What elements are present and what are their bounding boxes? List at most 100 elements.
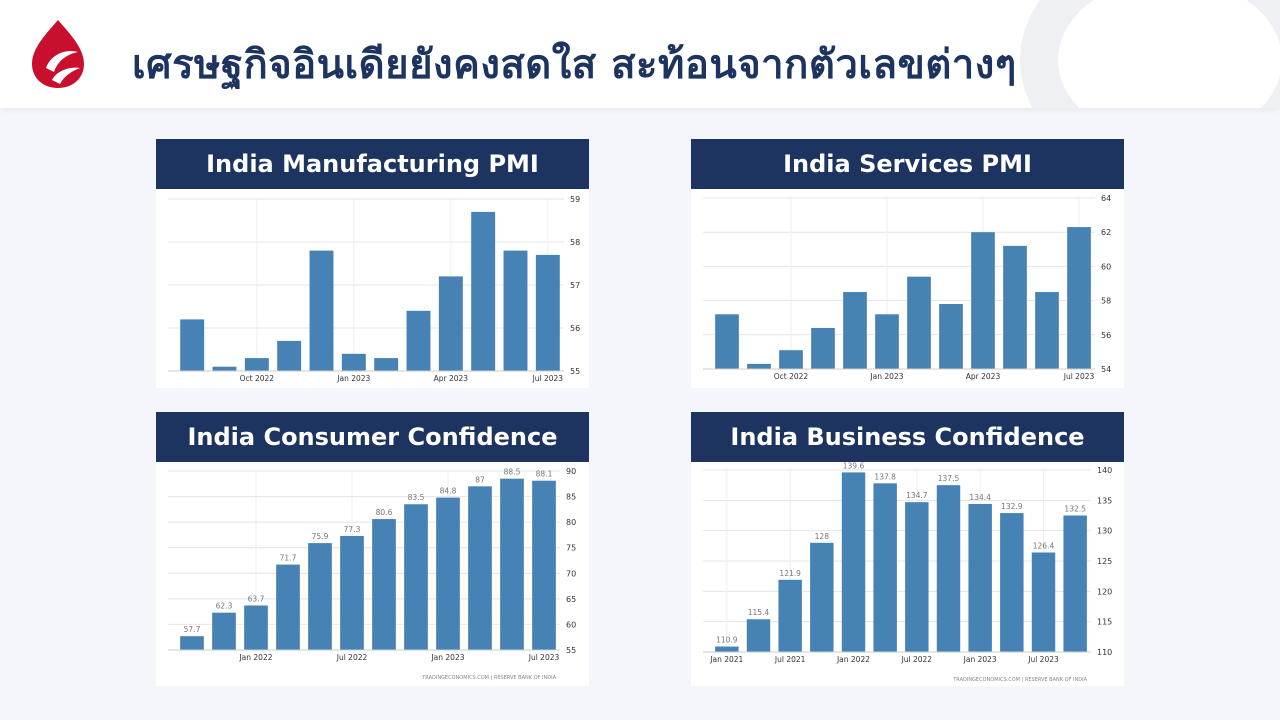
bar [1035, 292, 1059, 369]
x-tick-label: Oct 2022 [240, 374, 275, 383]
source-note: TRADINGECONOMICS.COM | RESERVE BANK OF I… [952, 677, 1087, 683]
services-pmi-chart: 54 56 58 60 62 64 Oct 2022 Jan 2023 Apr 2023 Jul … [703, 194, 1111, 381]
y-tick-label: 60 [1101, 262, 1111, 271]
bar [843, 292, 867, 369]
data-label: 84.8 [440, 487, 457, 496]
y-tick-label: 110 [1097, 648, 1112, 657]
bar [500, 478, 524, 650]
y-tick-label: 57 [570, 281, 580, 290]
x-tick-label: Jan 2021 [709, 655, 743, 664]
data-label: 87 [475, 475, 485, 484]
y-tick-label: 60 [566, 620, 576, 629]
x-tick-label: Jul 2022 [336, 653, 368, 662]
data-label: 128 [815, 532, 830, 541]
data-label: 71.7 [280, 554, 297, 563]
y-tick-label: 140 [1097, 466, 1112, 475]
bar [810, 542, 834, 652]
chart-title: India Services PMI [691, 139, 1124, 189]
panel-consumer-confidence: India Consumer Confidence 55 60 65 70 75 80 85… [156, 412, 589, 686]
data-label: 57.7 [184, 625, 201, 634]
bar [746, 619, 771, 652]
data-label: 88.5 [504, 468, 521, 477]
bar [841, 472, 866, 652]
data-label: 134.7 [906, 491, 928, 500]
bar [715, 646, 739, 652]
x-tick-label: Jan 2022 [238, 653, 272, 662]
x-tick-label: Apr 2023 [966, 372, 1001, 381]
bar [277, 340, 302, 371]
bar [404, 504, 428, 650]
bar [811, 327, 835, 369]
bar [778, 579, 802, 652]
y-tick-label: 55 [570, 367, 580, 376]
y-tick-label: 115 [1097, 618, 1112, 627]
bar [212, 612, 236, 650]
panel-business-confidence: India Business Confidence 110 115 120 125 13… [691, 412, 1124, 686]
data-label: 139.6 [843, 462, 865, 470]
chart-title: India Business Confidence [691, 412, 1124, 462]
data-label: 137.5 [938, 474, 960, 483]
data-label: 121.9 [779, 569, 801, 578]
y-tick-label: 58 [1101, 297, 1111, 306]
x-tick-label: Jul 2023 [1027, 655, 1059, 664]
panel-manufacturing-pmi: India Manufacturing PMI 55 56 57 58 59 Oct 20… [156, 139, 589, 388]
bar [276, 564, 300, 650]
x-tick-label: Jan 2023 [430, 653, 464, 662]
x-tick-label: Jul 2023 [528, 653, 560, 662]
y-tick-label: 90 [566, 467, 576, 476]
bar [471, 211, 496, 371]
bar [212, 366, 237, 371]
y-tick-label: 58 [570, 238, 580, 247]
y-tick-label: 62 [1101, 228, 1111, 237]
bar [1063, 515, 1087, 652]
y-tick-label: 56 [1101, 331, 1111, 340]
data-label: 132.9 [1001, 502, 1023, 511]
data-label: 83.5 [408, 493, 425, 502]
bar [341, 353, 366, 371]
bar [436, 497, 460, 650]
chart-title: India Consumer Confidence [156, 412, 589, 462]
bar [372, 519, 396, 650]
x-tick-label: Jul 2022 [901, 655, 933, 664]
consumer-confidence-chart: 55 60 65 70 75 80 85 90 57.7 62.3 63.7 71.7 75.9 77.3… [168, 467, 576, 681]
bar [905, 502, 929, 652]
data-label: 132.5 [1064, 505, 1086, 514]
bar [340, 535, 364, 650]
header-bar: เศรษฐกิจอินเดียยังคงสดใส สะท้อนจากตัวเลข… [0, 0, 1280, 108]
bar [308, 543, 332, 650]
x-tick-label: Jul 2023 [1063, 372, 1095, 381]
manufacturing-pmi-chart: 55 56 57 58 59 Oct 2022 Jan 2023 Apr 2023 Jul 20… [168, 195, 580, 383]
source-note: TRADINGECONOMICS.COM | RESERVE BANK OF I… [421, 675, 556, 681]
bar [1031, 552, 1056, 652]
bar [244, 605, 268, 650]
bar [438, 276, 463, 371]
data-label: 134.4 [969, 493, 991, 502]
x-tick-label: Jul 2023 [532, 374, 564, 383]
y-tick-label: 120 [1097, 587, 1112, 596]
data-label: 126.4 [1033, 542, 1055, 551]
x-tick-label: Apr 2023 [434, 374, 469, 383]
y-tick-label: 85 [566, 493, 576, 502]
business-confidence-chart: 110 115 120 125 130 135 140 110.9 115.4 121.9 128 1… [703, 462, 1112, 683]
bar [374, 358, 399, 371]
data-label: 137.8 [874, 472, 896, 481]
bar [968, 503, 992, 652]
y-tick-label: 125 [1097, 557, 1112, 566]
flame-drop-logo-icon [32, 20, 84, 88]
bar [873, 483, 897, 652]
bar [715, 314, 739, 369]
y-tick-label: 70 [566, 569, 576, 578]
bar [747, 363, 771, 369]
y-tick-label: 54 [1101, 365, 1111, 374]
bar [180, 636, 204, 650]
y-tick-label: 56 [570, 324, 580, 333]
bar [971, 232, 995, 369]
data-label: 62.3 [216, 602, 233, 611]
bar [1067, 227, 1091, 369]
bar [907, 276, 931, 369]
bar [180, 319, 205, 371]
x-tick-label: Jan 2023 [869, 372, 903, 381]
x-tick-label: Jan 2023 [336, 374, 370, 383]
bar [875, 314, 899, 369]
chart-title: India Manufacturing PMI [156, 139, 589, 189]
